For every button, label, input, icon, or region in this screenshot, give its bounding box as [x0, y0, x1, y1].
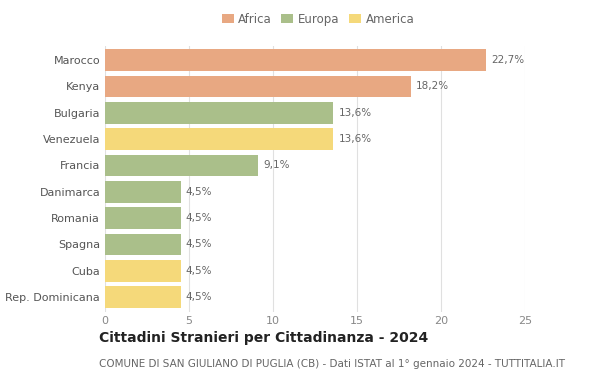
Bar	[105, 155, 258, 176]
Text: 4,5%: 4,5%	[185, 292, 212, 302]
Text: 4,5%: 4,5%	[185, 213, 212, 223]
Bar	[105, 128, 334, 150]
Text: 4,5%: 4,5%	[185, 239, 212, 249]
Bar	[105, 181, 181, 203]
Text: 22,7%: 22,7%	[491, 55, 524, 65]
Bar	[105, 76, 411, 97]
Bar	[105, 286, 181, 308]
Text: 13,6%: 13,6%	[338, 134, 371, 144]
Text: 9,1%: 9,1%	[263, 160, 289, 171]
Text: COMUNE DI SAN GIULIANO DI PUGLIA (CB) - Dati ISTAT al 1° gennaio 2024 - TUTTITAL: COMUNE DI SAN GIULIANO DI PUGLIA (CB) - …	[99, 359, 565, 369]
Bar	[105, 102, 334, 124]
Text: Cittadini Stranieri per Cittadinanza - 2024: Cittadini Stranieri per Cittadinanza - 2…	[99, 331, 428, 345]
Bar	[105, 207, 181, 229]
Bar	[105, 234, 181, 255]
Bar	[105, 260, 181, 282]
Text: 18,2%: 18,2%	[416, 81, 449, 92]
Bar	[105, 49, 487, 71]
Legend: Africa, Europa, America: Africa, Europa, America	[217, 8, 419, 30]
Text: 13,6%: 13,6%	[338, 108, 371, 118]
Text: 4,5%: 4,5%	[185, 187, 212, 197]
Text: 4,5%: 4,5%	[185, 266, 212, 276]
